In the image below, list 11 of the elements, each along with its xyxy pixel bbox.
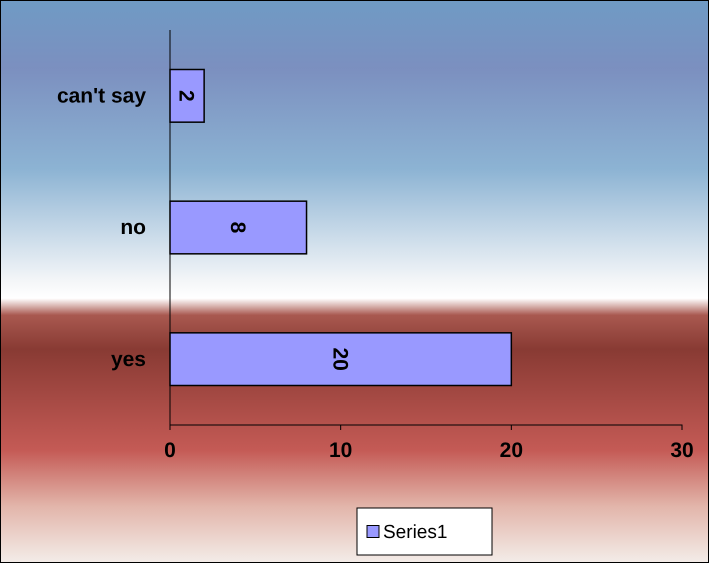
x-tick-label: 30 [670,438,694,462]
data-label: 2 [174,90,198,102]
y-tick-label: yes [110,348,146,371]
y-tick-label: no [120,216,146,240]
legend-label: Series1 [383,522,448,544]
x-tick-label: 10 [328,438,352,462]
data-label: 8 [226,222,249,234]
data-label: 20 [328,347,352,371]
x-tick-label: 0 [164,438,176,462]
x-tick-label: 20 [500,438,524,462]
y-tick-label: can't say [56,84,146,108]
